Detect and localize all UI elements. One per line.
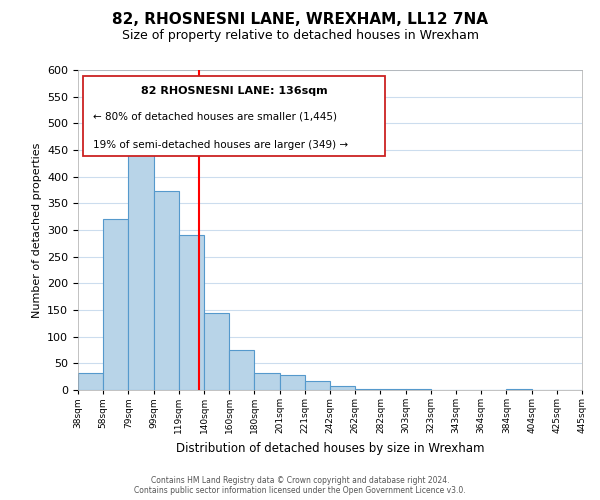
Bar xyxy=(506,389,532,390)
Bar xyxy=(330,386,355,390)
Bar xyxy=(229,350,254,390)
Bar xyxy=(179,235,204,390)
Bar xyxy=(103,220,128,390)
Text: ← 80% of detached houses are smaller (1,445): ← 80% of detached houses are smaller (1,… xyxy=(93,112,337,122)
Y-axis label: Number of detached properties: Number of detached properties xyxy=(32,142,41,318)
Text: Size of property relative to detached houses in Wrexham: Size of property relative to detached ho… xyxy=(121,29,479,42)
X-axis label: Distribution of detached houses by size in Wrexham: Distribution of detached houses by size … xyxy=(176,442,484,454)
Text: 82, RHOSNESNI LANE, WREXHAM, LL12 7NA: 82, RHOSNESNI LANE, WREXHAM, LL12 7NA xyxy=(112,12,488,28)
Bar xyxy=(280,374,305,390)
Text: 19% of semi-detached houses are larger (349) →: 19% of semi-detached houses are larger (… xyxy=(93,140,348,150)
Text: Contains HM Land Registry data © Crown copyright and database right 2024.
Contai: Contains HM Land Registry data © Crown c… xyxy=(134,476,466,495)
Bar xyxy=(204,313,229,390)
Bar xyxy=(154,190,179,390)
FancyBboxPatch shape xyxy=(83,76,385,156)
Bar xyxy=(305,382,330,390)
Bar xyxy=(355,389,380,390)
Bar xyxy=(128,132,154,390)
Bar xyxy=(78,373,103,390)
Bar xyxy=(254,374,280,390)
Text: 82 RHOSNESNI LANE: 136sqm: 82 RHOSNESNI LANE: 136sqm xyxy=(141,86,328,96)
